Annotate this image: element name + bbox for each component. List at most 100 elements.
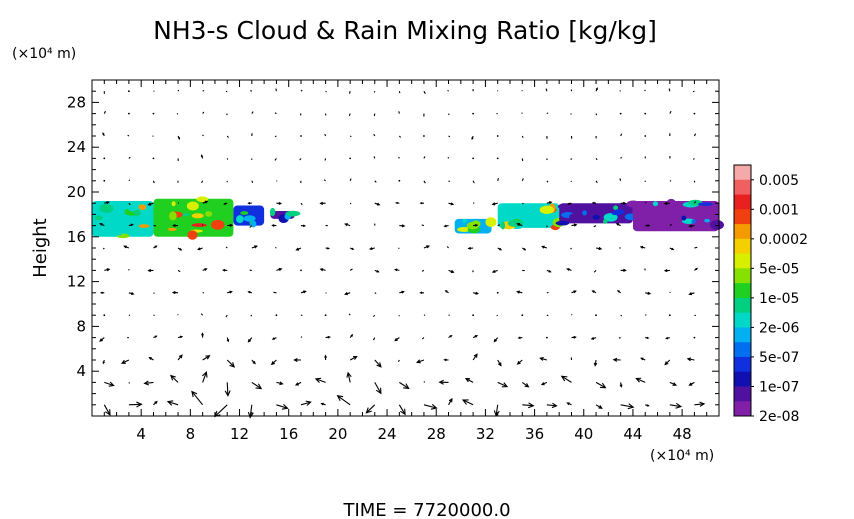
x-tick-label: 48 xyxy=(673,425,692,443)
wind-arrow xyxy=(128,179,131,182)
colorbar-swatch xyxy=(734,342,751,358)
wind-arrow-head xyxy=(573,290,577,294)
wind-arrow-head xyxy=(474,335,479,338)
cloud-cell xyxy=(698,202,714,206)
colorbar-swatch xyxy=(734,283,751,299)
cloud-cell xyxy=(285,210,301,217)
wind-arrow-head xyxy=(493,338,497,343)
wind-dot xyxy=(472,314,475,317)
cloud-cell xyxy=(626,200,641,208)
cloud-cell xyxy=(582,210,587,216)
wind-arrow-head xyxy=(324,354,327,358)
wind-arrow xyxy=(546,112,549,115)
wind-arrow-head xyxy=(166,400,174,406)
colorbar: 0.005 0.001 0.0002 5e-05 1e-05 2e-06 5e-07 1e-0… xyxy=(733,164,808,425)
wind-arrow xyxy=(421,224,425,227)
wind-arrow-head xyxy=(106,268,111,272)
wind-arrow-head xyxy=(523,247,527,251)
wind-arrow xyxy=(521,178,524,182)
wind-arrow xyxy=(374,180,377,183)
wind-arrow xyxy=(521,112,523,114)
wind-arrow-head xyxy=(619,384,623,388)
wind-arrow-head xyxy=(247,290,251,294)
wind-arrow-head xyxy=(400,408,406,416)
wind-arrow-head xyxy=(573,335,577,339)
wind-dot xyxy=(398,179,401,182)
wind-arrow xyxy=(250,89,253,92)
wind-arrow-head xyxy=(640,357,644,361)
wind-arrow xyxy=(226,382,229,396)
wind-arrow xyxy=(103,404,111,416)
wind-arrow xyxy=(374,382,382,394)
cloud-cell xyxy=(592,214,601,220)
wind-arrow-head xyxy=(254,245,258,249)
wind-arrow xyxy=(226,359,235,368)
cloud-cell xyxy=(138,224,150,228)
wind-arrow-head xyxy=(663,201,668,206)
y-axis-label: Height xyxy=(30,218,51,278)
wind-arrow xyxy=(423,180,426,184)
wind-arrow-head xyxy=(615,223,620,226)
wind-arrow-head xyxy=(686,357,692,362)
wind-arrow-head xyxy=(599,382,607,389)
wind-arrow-head xyxy=(671,247,675,251)
cloud-cell xyxy=(186,201,199,211)
wind-arrow xyxy=(152,180,155,184)
wind-arrow-head xyxy=(612,357,618,362)
wind-dot xyxy=(300,135,302,137)
wind-arrow xyxy=(373,133,376,137)
wind-dot xyxy=(152,157,155,160)
wind-arrow xyxy=(299,113,302,116)
wind-arrow-head xyxy=(343,292,348,296)
wind-arrow xyxy=(225,246,228,249)
wind-arrow-head xyxy=(426,245,431,249)
wind-arrow-head xyxy=(622,201,627,205)
wind-arrow xyxy=(300,202,303,206)
wind-arrow xyxy=(546,404,557,407)
cloud-cell xyxy=(205,211,213,217)
wind-arrow-head xyxy=(293,358,298,362)
x-tick-label: 8 xyxy=(186,425,196,443)
wind-arrow-head xyxy=(178,354,183,359)
wind-arrow-head xyxy=(320,402,324,406)
wind-arrow xyxy=(620,314,623,317)
cloud-cell xyxy=(269,207,276,217)
wind-arrow-head xyxy=(229,362,236,368)
wind-arrow xyxy=(202,371,207,383)
cloud-cell xyxy=(666,198,676,207)
wind-dot xyxy=(127,90,130,93)
wind-arrow xyxy=(374,292,377,294)
wind-arrow-head xyxy=(591,201,595,205)
wind-arrow-head xyxy=(539,356,544,361)
wind-arrow-head xyxy=(171,223,176,228)
wind-arrow xyxy=(325,90,327,93)
wind-arrow xyxy=(397,359,400,363)
wind-dot xyxy=(103,179,106,182)
wind-arrow-head xyxy=(278,267,283,272)
x-tick-label: 16 xyxy=(279,425,298,443)
wind-arrow-head xyxy=(647,224,651,227)
cloud-cell xyxy=(557,203,568,210)
wind-dot xyxy=(300,269,302,272)
cloud-cell xyxy=(613,209,625,215)
wind-arrow xyxy=(446,246,449,249)
wind-arrow-head xyxy=(278,201,283,205)
colorbar-tick-label: 5e-07 xyxy=(759,350,799,366)
wind-arrow xyxy=(495,404,499,416)
wind-arrow-head xyxy=(566,268,570,271)
cloud-cell xyxy=(685,214,696,218)
wind-arrow xyxy=(374,359,382,368)
wind-arrow-head xyxy=(688,382,693,386)
wind-arrow-head xyxy=(590,336,595,340)
wind-arrow xyxy=(620,133,623,137)
wind-arrow-head xyxy=(305,400,312,406)
wind-arrow-head xyxy=(443,224,447,228)
wind-dot xyxy=(595,314,597,317)
wind-arrow xyxy=(421,269,425,272)
colorbar-swatch xyxy=(734,238,751,255)
y-axis-unit: (×10⁴ m) xyxy=(12,46,76,62)
wind-arrow-head xyxy=(154,335,158,338)
cloud-cell xyxy=(603,219,608,224)
wind-arrow-head xyxy=(551,402,558,409)
wind-arrow-head xyxy=(252,361,256,365)
